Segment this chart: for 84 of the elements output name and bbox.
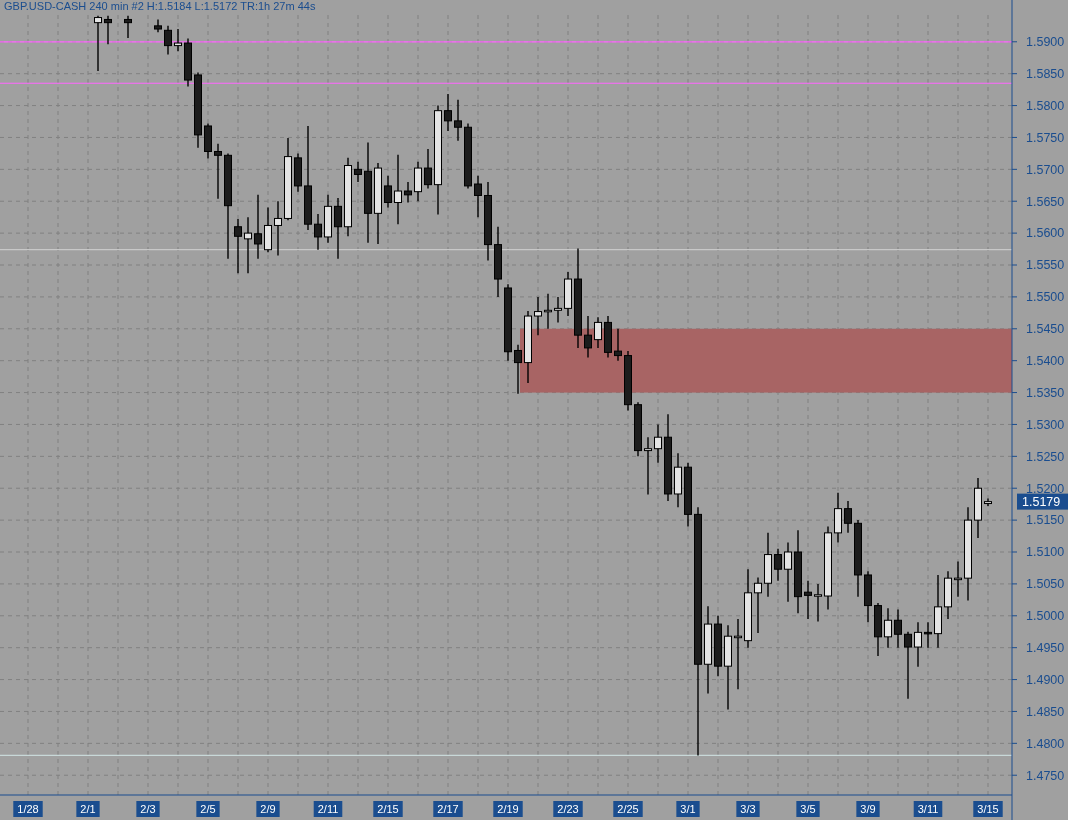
candlestick	[914, 621, 922, 668]
x-tick-label: 3/3	[740, 802, 756, 815]
y-tick-label: 1.5500	[1026, 290, 1065, 305]
candlestick	[254, 194, 262, 260]
candlestick	[754, 576, 762, 634]
y-tick-label: 1.5550	[1026, 258, 1065, 273]
candlestick	[984, 497, 992, 507]
candlestick	[244, 216, 252, 274]
candlestick	[454, 99, 462, 142]
x-tick-label: 1/28	[17, 802, 39, 815]
candlestick	[474, 175, 482, 218]
y-tick-label: 1.5050	[1026, 577, 1065, 592]
y-tick-label: 1.5600	[1026, 226, 1065, 241]
y-tick-label: 1.5700	[1026, 162, 1065, 177]
candlestick	[844, 500, 852, 534]
candlestick	[654, 423, 662, 464]
candlestick	[774, 548, 782, 582]
x-tick-label: 3/9	[860, 802, 876, 815]
candlestick	[554, 296, 562, 324]
candlestick	[514, 344, 522, 395]
y-tick-label: 1.5250	[1026, 449, 1065, 464]
x-tick-label: 2/25	[617, 802, 639, 815]
candlestick	[814, 583, 822, 623]
candlestick	[614, 328, 622, 362]
candlestick	[404, 181, 412, 204]
candlestick	[274, 200, 282, 257]
candlestick	[234, 218, 242, 274]
candlestick	[904, 631, 912, 700]
y-tick-label: 1.5650	[1026, 194, 1065, 209]
x-tick-label: 2/11	[317, 802, 339, 815]
y-tick-label: 1.5400	[1026, 354, 1065, 369]
y-tick-label: 1.4900	[1026, 672, 1065, 687]
candlestick	[584, 315, 592, 359]
candlestick	[804, 580, 812, 620]
candlestick	[414, 160, 422, 202]
x-tick-label: 2/9	[260, 802, 276, 815]
candlestick	[784, 541, 792, 603]
y-tick-label: 1.4850	[1026, 704, 1065, 719]
candlestick	[94, 14, 102, 72]
candlestick	[594, 316, 602, 349]
x-tick-label: 2/15	[377, 802, 399, 815]
candlestick	[424, 148, 432, 190]
y-tick-label: 1.5300	[1026, 417, 1065, 432]
x-tick-label: 2/23	[557, 802, 579, 815]
candlestick	[644, 436, 652, 496]
candlestick	[104, 14, 112, 46]
candlestick	[334, 197, 342, 260]
x-tick-label: 2/17	[437, 802, 459, 815]
y-tick-label: 1.5750	[1026, 130, 1065, 145]
x-tick-label: 3/1	[680, 802, 696, 815]
candlestick	[394, 153, 402, 225]
y-tick-label: 1.5000	[1026, 609, 1065, 624]
text: 1.5179	[1022, 495, 1061, 509]
y-tick-label: 1.4950	[1026, 641, 1065, 656]
y-tick-label: 1.4750	[1026, 768, 1065, 783]
candlestick	[884, 607, 892, 649]
chart-title: GBP.USD-CASH 240 min #2 H:1.5184 L:1.5172 TR:1h 27m 44s	[4, 0, 316, 12]
x-tick-label: 2/3	[140, 802, 156, 815]
candlestick	[174, 28, 182, 53]
candlestick	[444, 93, 452, 132]
x-tick-label: 3/15	[977, 802, 999, 815]
y-tick-label: 1.5350	[1026, 385, 1065, 400]
candlestick	[384, 175, 392, 209]
y-tick-label: 1.5900	[1026, 35, 1065, 50]
candlestick	[924, 621, 932, 649]
candlestick	[354, 160, 362, 183]
y-tick-label: 1.5850	[1026, 67, 1065, 82]
y-tick-label: 1.5450	[1026, 322, 1065, 337]
y-tick-label: 1.5100	[1026, 545, 1065, 560]
candlestick	[314, 213, 322, 251]
x-tick-label: 2/5	[200, 802, 216, 815]
y-tick-label: 1.5150	[1026, 513, 1065, 528]
candlestick	[214, 143, 222, 200]
candlestick	[164, 25, 172, 56]
candlestick	[894, 608, 902, 649]
x-tick-label: 2/19	[497, 802, 519, 815]
candlestick	[124, 14, 132, 39]
x-tick-label: 3/5	[800, 802, 816, 815]
candlestick	[534, 296, 542, 336]
y-tick-label: 1.4800	[1026, 736, 1065, 751]
y-tick-label: 1.5800	[1026, 98, 1065, 113]
x-tick-label: 3/11	[917, 802, 939, 815]
x-tick-label: 2/1	[80, 802, 96, 815]
y-tick-label: 1.5200	[1026, 481, 1065, 496]
